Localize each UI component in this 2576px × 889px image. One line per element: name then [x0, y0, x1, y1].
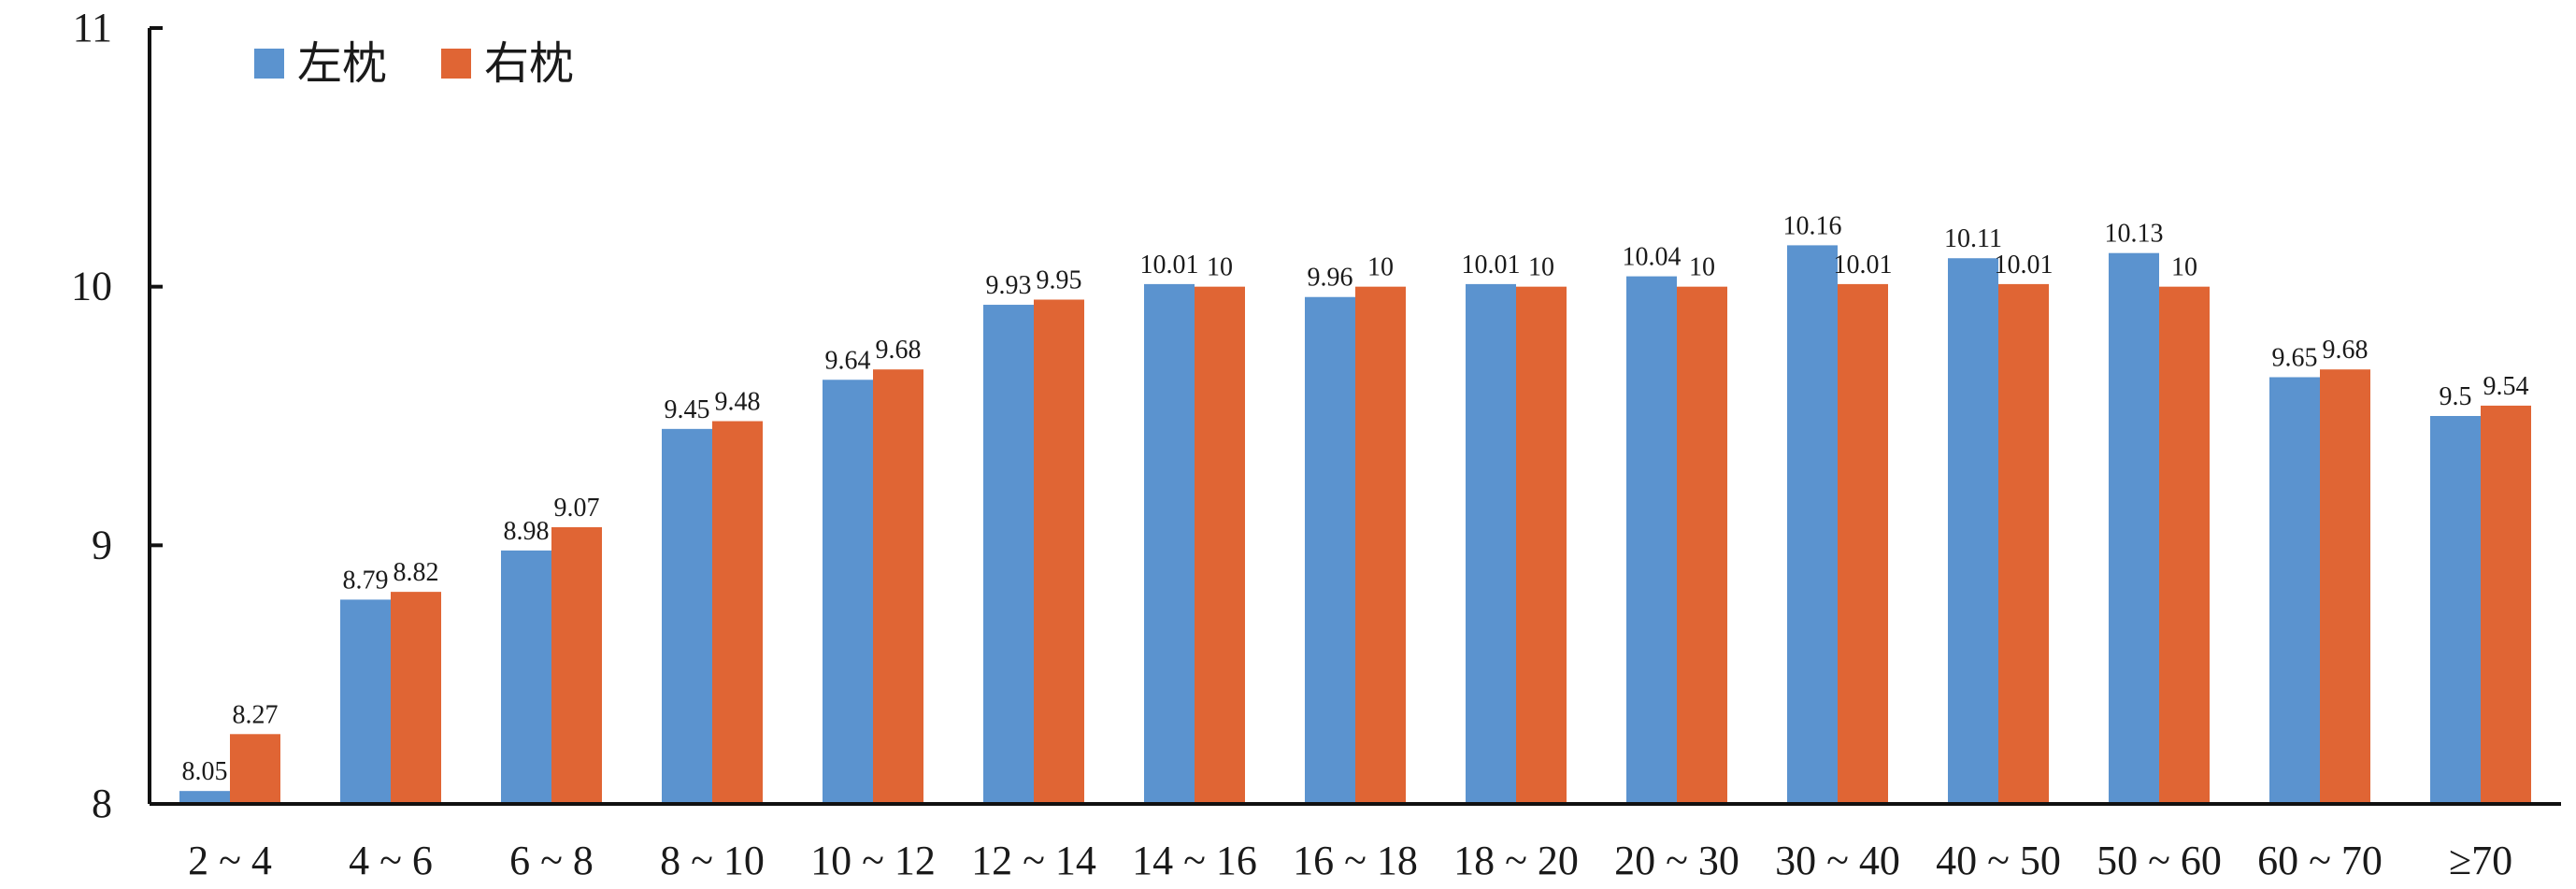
- bar-left-13: [2269, 377, 2320, 804]
- y-tick-label: 8: [92, 781, 112, 826]
- x-tick-label: 18 ~ 20: [1453, 838, 1579, 883]
- bar-left-11: [1948, 258, 1998, 804]
- data-label: 10: [2171, 253, 2197, 282]
- bar-right-13: [2320, 369, 2370, 804]
- legend-label: 左枕: [297, 37, 387, 90]
- x-tick-label: 4 ~ 6: [349, 838, 433, 883]
- x-tick-label: 30 ~ 40: [1775, 838, 1900, 883]
- data-label: 10.13: [2105, 220, 2164, 249]
- data-label: 8.82: [394, 558, 439, 587]
- x-tick-label: 2 ~ 4: [188, 838, 272, 883]
- x-tick-label: 50 ~ 60: [2097, 838, 2222, 883]
- data-label: 10.01: [1834, 251, 1893, 280]
- x-tick-label: 40 ~ 50: [1936, 838, 2061, 883]
- data-label: 8.27: [233, 700, 279, 729]
- bar-right-10: [1838, 283, 1888, 804]
- bar-left-12: [2109, 252, 2159, 804]
- x-tick-label: 12 ~ 14: [971, 838, 1096, 883]
- data-label: 9.68: [876, 336, 922, 365]
- bar-right-8: [1516, 286, 1567, 805]
- bar-left-0: [179, 791, 230, 804]
- y-tick-label: 10: [71, 264, 112, 309]
- data-label: 9.68: [2323, 336, 2368, 365]
- bar-right-9: [1677, 286, 1727, 805]
- x-tick-label: 20 ~ 30: [1614, 838, 1739, 883]
- data-labels: 8.058.278.79 8.828.989.079.45 9.489.64 9.68…: [182, 211, 2529, 786]
- data-label: 10: [1528, 253, 1554, 282]
- legend: 左枕 右枕: [254, 37, 574, 90]
- legend-swatch: [254, 49, 284, 79]
- bar-left-3: [662, 428, 712, 804]
- bar-left-10: [1787, 245, 1838, 804]
- bar-right-12: [2159, 286, 2210, 805]
- x-tick-label: 60 ~ 70: [2257, 838, 2383, 883]
- bar-left-14: [2430, 416, 2481, 804]
- y-tick-label: 9: [92, 522, 112, 567]
- bar-right-6: [1195, 286, 1245, 805]
- x-tick-label: 10 ~ 12: [810, 838, 936, 883]
- data-label: 8.98: [504, 517, 550, 546]
- data-label: 8.05: [182, 757, 228, 786]
- data-label: 9.45: [665, 395, 710, 424]
- data-label: 10.16: [1783, 211, 1842, 240]
- data-label: 10.11: [1944, 224, 2002, 253]
- bar-right-11: [1998, 283, 2049, 804]
- x-axis: 2 ~ 4 4 ~ 6 6 ~ 8 8 ~ 10 10 ~ 12 12 ~ 14 14 ~ …: [150, 802, 2561, 883]
- bar-left-5: [983, 305, 1034, 804]
- y-axis: 8 9 10 11: [71, 5, 163, 826]
- x-tick-label: 8 ~ 10: [660, 838, 765, 883]
- data-label: 10: [1367, 253, 1394, 282]
- data-label: 9.65: [2272, 344, 2318, 373]
- y-tick-label: 11: [73, 5, 112, 50]
- bar-right-14: [2481, 405, 2531, 804]
- data-label: 10.01: [1462, 251, 1521, 280]
- bar-left-7: [1305, 296, 1355, 804]
- bar-right-1: [391, 592, 441, 804]
- bar-right-4: [873, 369, 923, 804]
- data-label: 10: [1207, 253, 1233, 282]
- data-label: 10: [1689, 253, 1715, 282]
- bar-right-3: [712, 421, 763, 804]
- x-tick-label: ≥70: [2449, 838, 2512, 883]
- data-label: 8.79: [343, 566, 389, 595]
- bar-right-2: [551, 526, 602, 804]
- data-label: 10.04: [1623, 243, 1682, 272]
- data-label: 9.5: [2440, 382, 2472, 411]
- bars: [179, 245, 2531, 805]
- x-tick-label: 16 ~ 18: [1293, 838, 1418, 883]
- bar-right-5: [1034, 299, 1084, 804]
- data-label: 10.01: [1140, 251, 1199, 280]
- x-tick-label: 6 ~ 8: [509, 838, 594, 883]
- bar-left-2: [501, 550, 551, 804]
- data-label: 9.48: [715, 388, 761, 417]
- data-label: 9.96: [1308, 264, 1353, 293]
- x-tick-label: 14 ~ 16: [1132, 838, 1257, 883]
- bar-left-6: [1144, 283, 1195, 804]
- bar-right-7: [1355, 286, 1406, 805]
- data-label: 9.07: [554, 494, 600, 523]
- data-label: 9.64: [825, 346, 871, 375]
- data-label: 9.93: [986, 271, 1032, 300]
- bar-left-9: [1626, 276, 1677, 805]
- bar-left-4: [823, 380, 873, 804]
- data-label: 9.95: [1037, 266, 1082, 295]
- bar-right-0: [230, 734, 280, 804]
- legend-label: 右枕: [484, 37, 574, 90]
- legend-swatch: [441, 49, 471, 79]
- data-label: 10.01: [1995, 251, 2054, 280]
- data-label: 9.54: [2483, 372, 2529, 401]
- bar-left-8: [1466, 283, 1516, 804]
- bar-left-1: [340, 599, 391, 804]
